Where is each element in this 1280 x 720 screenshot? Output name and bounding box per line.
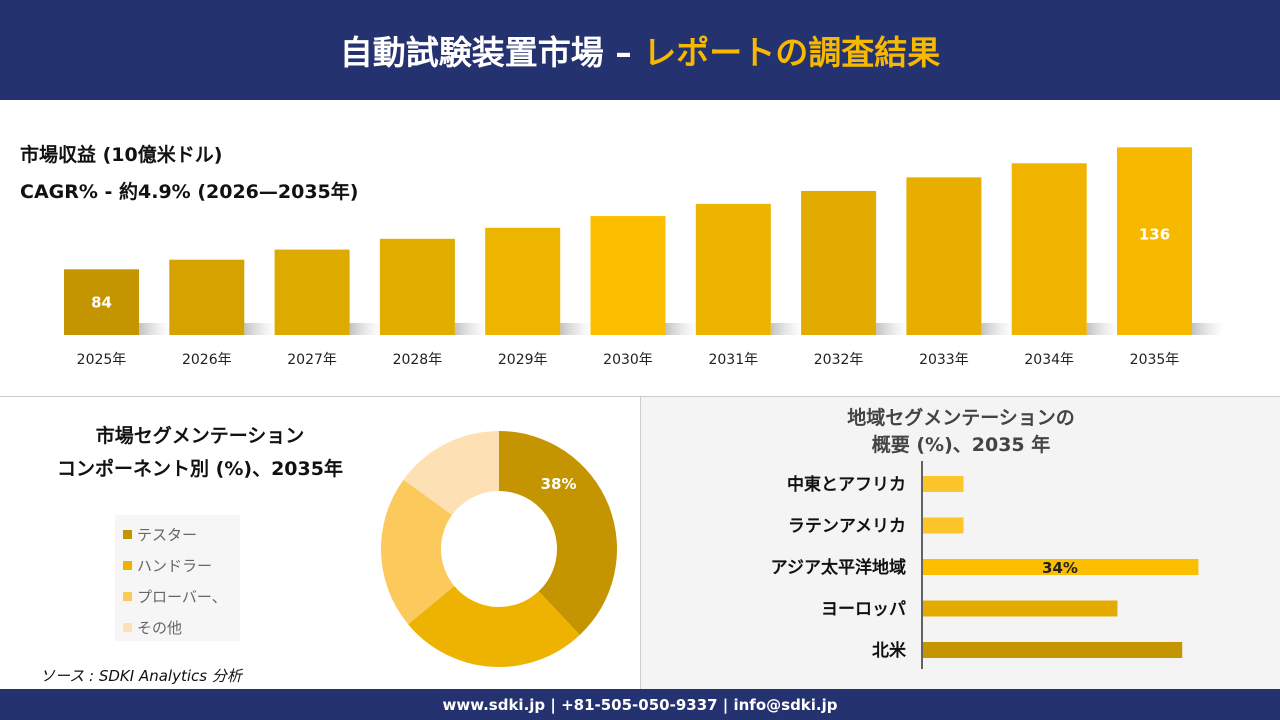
x-tick-label: 2025年 [77,352,127,368]
bar-shadow [1086,323,1119,335]
donut-data-label: 38% [541,475,577,493]
region-bar-3 [923,600,1118,617]
region-bar-2 [923,559,1199,575]
bar-shadow [770,323,803,335]
regional-title-line-2: 概要 (%)、2035 年 [871,434,1051,456]
donut-slice-2 [381,479,455,625]
region-label: ヨーロッパ [821,600,906,620]
revenue-bar-2034年 [1011,163,1087,335]
donut-slice-3 [403,431,499,515]
revenue-bar-2028年 [379,238,455,335]
x-tick-label: 2035年 [1130,352,1180,368]
footer-contact: www.sdki.jp | +81-505-050-9337 | info@sd… [0,689,1280,720]
title-accent: レポートの調査結果 [643,33,941,72]
revenue-bar-2032年 [801,190,877,335]
x-tick-label: 2027年 [287,352,337,368]
region-bar-4 [923,642,1183,658]
x-tick-label: 2026年 [182,352,232,368]
revenue-bar-2035年 [1117,147,1192,335]
revenue-bar-2033年 [906,177,982,335]
bar-data-label: 84 [91,293,112,311]
x-tick-label: 2032年 [814,352,864,368]
bar-shadow [876,323,909,335]
legend-swatch [123,623,132,632]
revenue-bar-chart: 2025年 84 2026年 2027年 2028年 2029年 2030年 2031年 203… [64,147,1224,368]
legend-item: テスター [123,519,232,550]
donut-slice-1 [408,585,580,667]
bar-shadow [244,323,277,335]
legend-swatch [123,561,132,570]
bar-shadow [139,323,171,335]
x-tick-label: 2031年 [708,352,758,368]
x-tick-label: 2029年 [498,352,548,368]
bar-data-label: 136 [1139,225,1170,243]
regional-chart-title: 地域セグメンテーションの 概要 (%)、2035 年 [641,405,1280,459]
bar-shadow [349,323,382,335]
regional-panel: 地域セグメンテーションの 概要 (%)、2035 年 中東とアフリカ ラテンアメリ… [640,397,1280,689]
bar-shadow [560,323,593,335]
x-tick-label: 2028年 [393,352,443,368]
revenue-bar-2029年 [485,227,561,335]
legend-item: ハンドラー [123,550,232,581]
title-main: 自動試験装置市場 – [339,33,632,72]
bar-shadow [454,323,487,335]
legend-label: その他 [137,619,183,637]
source-note: ソース : SDKI Analytics 分析 [40,667,242,685]
legend-item: プローバー、 [123,581,232,612]
legend-swatch [123,530,132,539]
legend-swatch [123,592,132,601]
x-tick-label: 2034年 [1024,352,1074,368]
component-title-line-2: コンポーネント別 (%)、2035年 [57,458,343,480]
component-legend: テスターハンドラープローバー、 その他 [115,515,240,641]
revenue-bar-2025年 [64,269,139,335]
region-data-label: 34% [1042,559,1078,577]
regional-title-line-1: 地域セグメンテーションの [847,407,1075,429]
bar-shadow [665,323,698,335]
header-banner: 自動試験装置市場 – レポートの調査結果 [0,0,1280,100]
revenue-bar-2030年 [590,216,666,335]
bar-shadow [1192,323,1224,335]
region-label: アジア太平洋地域 [771,557,906,578]
legend-label: プローバー、 [137,588,227,606]
x-tick-label: 2030年 [603,352,653,368]
legend-label: テスター [137,526,198,544]
revenue-bar-2031年 [695,203,771,335]
component-donut-chart: 38% [381,431,617,667]
donut-slice-0 [499,431,617,636]
region-label: 中東とアフリカ [787,474,906,495]
x-tick-label: 2033年 [919,352,969,368]
divider [0,396,1280,397]
region-label: 北米 [872,640,907,661]
component-chart-title: 市場セグメンテーション コンポーネント別 (%)、2035年 [40,420,360,486]
region-bar-1 [923,517,964,534]
component-title-line-1: 市場セグメンテーション [95,425,305,447]
revenue-bar-2027年 [274,249,350,335]
revenue-bar-2026年 [169,259,245,335]
cagr-subtitle: CAGR% - 約4.9% (2026—2035年) [20,181,359,203]
legend-item: その他 [123,612,232,643]
bar-shadow [981,323,1014,335]
region-label: ラテンアメリカ [788,517,906,537]
legend-label: ハンドラー [137,557,213,575]
revenue-chart-title: 市場収益 (10億米ドル) [20,144,223,166]
region-bar-0 [923,476,964,492]
